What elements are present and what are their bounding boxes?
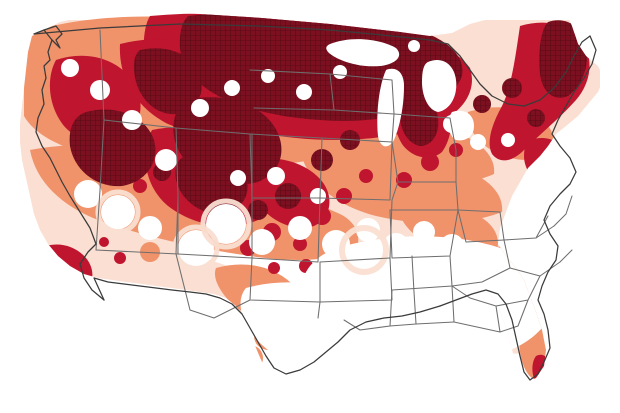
national-outline: [33, 23, 597, 381]
state-borders-layer: [95, 29, 573, 333]
level-light-halos: [95, 189, 389, 275]
